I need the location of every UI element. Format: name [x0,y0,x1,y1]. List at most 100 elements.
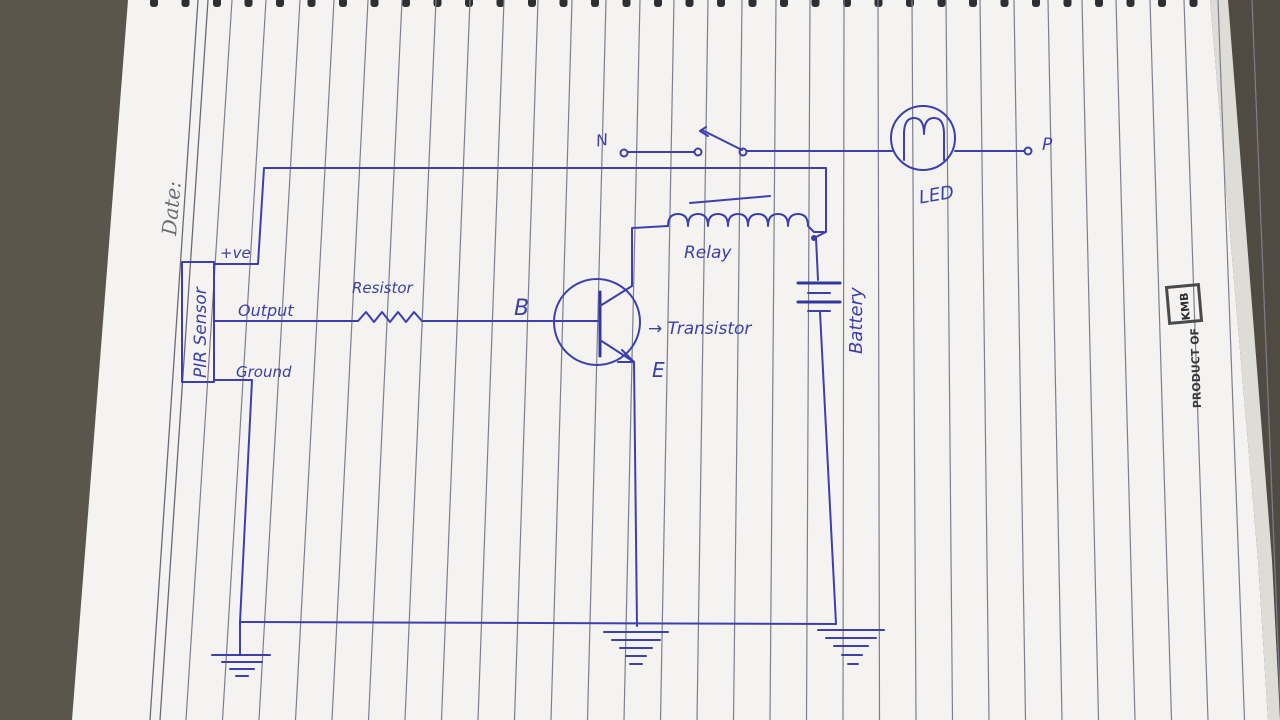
collector-wire [631,225,669,287]
ruled-line [367,0,403,720]
battery-symbol [796,281,842,312]
ruled-line [331,0,369,720]
ruled-line [513,0,539,720]
spiral-ring [622,0,631,7]
spiral-ring [496,0,505,7]
spiral-ring [1095,0,1103,7]
neutral-label: N [594,130,609,151]
switch-contact-right [738,147,748,157]
plus-ve-label: +ve [220,244,251,262]
ground-wire [213,379,837,625]
spiral-ring [559,0,568,7]
spiral-ring [1158,0,1166,7]
spiral-ring [276,0,284,7]
ground-symbol-right [817,629,885,665]
ruled-line [258,0,301,720]
spiral-ring [1000,0,1009,7]
ruled-line [1047,0,1063,720]
spiral-ring [654,0,662,7]
spiral-ring [748,0,757,7]
spiral-ring [1063,0,1072,7]
brand-caption: PRODUCT OF [1188,328,1204,409]
led-bulb [890,105,956,171]
pir-sensor-label: PIR Sensor [191,286,211,378]
ruled-line [696,0,709,720]
ruled-line [805,0,811,720]
ruled-line [842,0,845,720]
emitter-label: E [652,358,665,382]
ruled-line [440,0,471,720]
ruled-line [659,0,675,720]
spiral-ring [1032,0,1040,7]
switch-contact-left [693,147,703,157]
relay-label: Relay [684,243,732,263]
spiral-ring [717,0,725,7]
spiral-ring [811,0,820,7]
brand-mark: KMB PRODUCT OF [1164,283,1204,409]
ruled-line [477,0,505,720]
brand-logo-box [1164,283,1204,325]
relay-switch-arm [701,129,743,151]
ruled-line [1183,0,1209,720]
emitter-wire [633,361,638,627]
ruled-line [294,0,335,720]
spiral-ring [433,0,442,7]
ruled-line [1149,0,1173,720]
notebook-page [72,0,1268,720]
ruled-line [1217,0,1246,720]
ground-label: Ground [236,363,292,381]
relay-coil [667,195,825,233]
page-edge [1210,0,1280,720]
ruled-line [911,0,917,720]
ruled-line [945,0,954,720]
margin-line-1 [149,0,199,720]
spiral-ring [370,0,379,7]
base-label: B [514,296,529,321]
phase-label: P [1042,135,1053,155]
ruled-line [1251,0,1280,711]
spiral-ring [150,0,158,7]
ruled-line [404,0,437,720]
ruled-line [1081,0,1100,720]
battery-label: Battery [846,287,867,354]
spiral-ring [465,0,473,7]
transistor-label: → Transistor [648,319,752,339]
ground-symbol-middle [603,631,669,665]
spiral-ring [307,0,316,7]
spiral-ring [213,0,221,7]
date-label: Date: [157,180,186,237]
ruled-line [979,0,990,720]
ruled-lines [185,0,1280,720]
spiral-ring [780,0,788,7]
spiral-ring [1126,0,1135,7]
spiral-ring [402,0,410,7]
spiral-ring [969,0,977,7]
resistor [357,311,561,323]
ruled-line [1013,0,1027,720]
spiral-ring [1189,0,1198,7]
plus-wire [213,167,827,265]
ruled-line [877,0,881,720]
spiral-ring [843,0,851,7]
spiral-ring [244,0,253,7]
spiral-binding [150,0,1198,7]
spiral-ring [181,0,190,7]
circuit-diagram: PIR Sensor +ve Output Resistor Ground [181,105,1053,677]
ruled-line [1115,0,1136,720]
relay-right-wire [813,167,827,239]
resistor-label: Resistor [352,279,414,297]
ruled-line [732,0,743,720]
margin-line-2 [159,0,209,720]
ruled-line [586,0,607,720]
spiral-ring [339,0,347,7]
spiral-ring [591,0,599,7]
ruled-line [550,0,573,720]
battery-bottom-wire [819,311,837,625]
spiral-ring [685,0,694,7]
spiral-ring [528,0,536,7]
ground-symbol-left [211,621,271,677]
ruled-line [185,0,233,720]
spiral-ring [937,0,946,7]
terminal-p [1023,146,1033,156]
